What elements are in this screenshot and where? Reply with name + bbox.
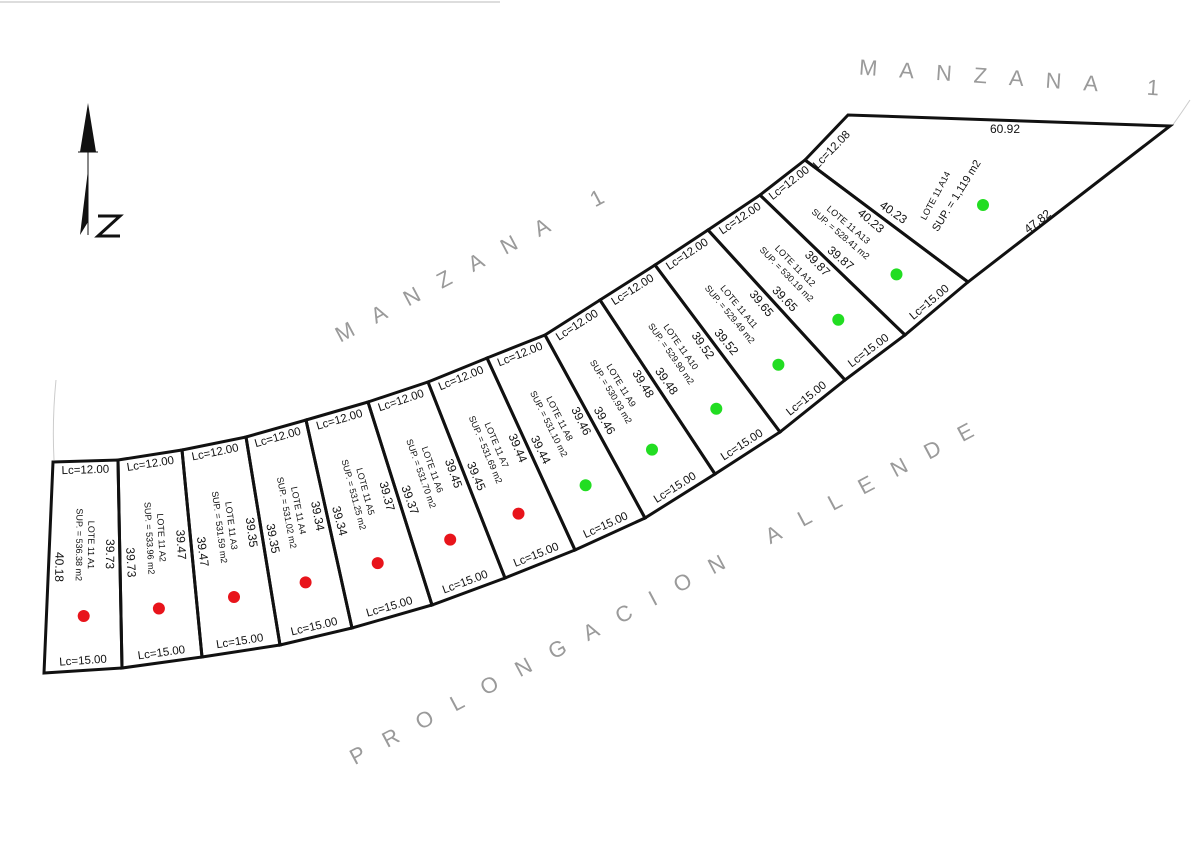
street-edge: [1171, 99, 1191, 127]
lot-marker: [977, 199, 989, 211]
front-length: Lc=12.00: [61, 464, 109, 477]
north-arrow: [78, 103, 124, 238]
side-length: 39.73: [103, 539, 117, 570]
lot-marker: [710, 402, 723, 415]
lot-name: LOTE 11 A1: [86, 521, 97, 569]
lot-area: SUP. = 533.96 m2: [142, 502, 156, 575]
side-length: 39.35: [243, 517, 261, 549]
lot-marker: [299, 576, 312, 589]
lot-marker: [646, 443, 658, 456]
lot-marker: [152, 602, 165, 615]
side-length: 39.47: [173, 529, 189, 560]
side-length: 39.73: [123, 547, 139, 578]
lot-marker: [832, 313, 845, 326]
lot-marker: [444, 533, 457, 546]
lot-marker: [512, 507, 525, 520]
side-length: 39.35: [263, 522, 282, 554]
back-length: Lc=15.00: [59, 654, 107, 669]
side-length: 40.18: [52, 552, 66, 583]
lot-marker: [77, 610, 90, 622]
lot-marker: [890, 268, 903, 281]
lot-area: SUP. = 536.38 m2: [74, 508, 85, 581]
lot-name: LOTE 11 A2: [155, 513, 168, 562]
lot-boundary: [802, 113, 1175, 284]
lot-marker: [228, 591, 240, 603]
lot-marker: [371, 557, 384, 570]
lot-marker: [772, 358, 785, 371]
side-length: 39.34: [308, 500, 327, 532]
side-length: 39.47: [194, 536, 212, 568]
side-length: 60.92: [990, 122, 1020, 136]
street-edge: [52, 379, 57, 461]
lot-marker: [579, 479, 592, 492]
